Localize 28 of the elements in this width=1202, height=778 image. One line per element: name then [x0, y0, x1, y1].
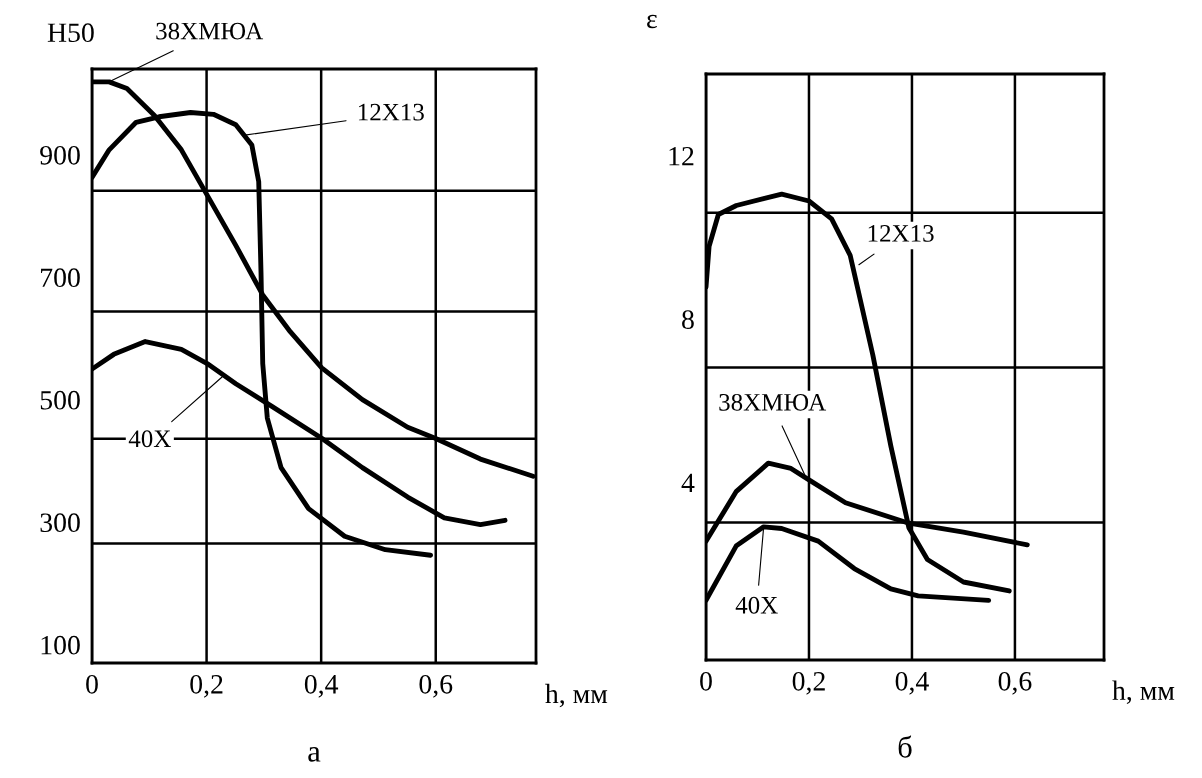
x-tick-label: 0,6	[419, 674, 453, 698]
annotation: 12Х13	[358, 103, 424, 121]
y-tick-label: 900	[40, 145, 80, 165]
x-axis-title: h, мм	[545, 683, 608, 708]
x-tick-label: 0,2	[190, 674, 223, 698]
annotation: 38ХМЮА	[719, 393, 827, 411]
annotation: 12Х13	[868, 225, 934, 242]
y-tick-label: 100	[41, 635, 80, 655]
annotation: 40Х	[128, 430, 171, 448]
x-tick-label: 0,4	[304, 674, 339, 698]
annotation: 40Х	[735, 596, 778, 614]
y-axis-title: ε	[647, 14, 657, 29]
x-tick-label: 0	[86, 674, 98, 694]
y-tick-label: 300	[40, 513, 80, 533]
y-tick-label: 8	[682, 310, 694, 329]
x-tick-label: 0,2	[792, 671, 825, 695]
annotation: 38ХМЮА	[156, 22, 264, 40]
y-axis-title: H50	[47, 23, 94, 43]
y-tick-label: 500	[40, 390, 80, 410]
x-tick-label: 0	[700, 671, 712, 691]
x-axis-title: h, мм	[1112, 680, 1175, 705]
x-tick-label: 0,6	[998, 671, 1032, 695]
y-tick-label: 12	[669, 146, 694, 166]
x-tick-label: 0,4	[895, 671, 929, 695]
y-tick-label: 4	[681, 473, 695, 492]
y-tick-label: 700	[41, 268, 80, 288]
text: а	[308, 747, 321, 762]
text: б	[898, 735, 912, 758]
